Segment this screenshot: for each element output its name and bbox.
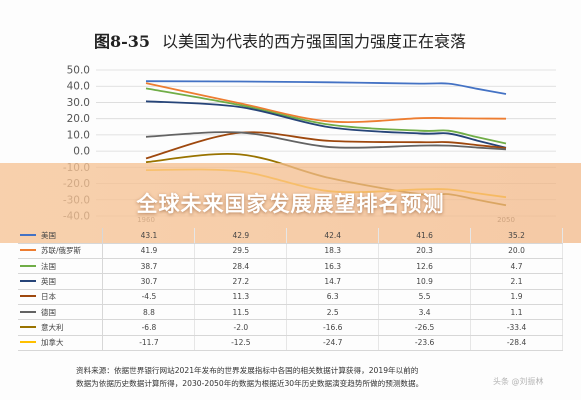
legend-swatch	[20, 280, 36, 283]
y-tick-label: 20.0	[67, 113, 90, 125]
table-cell: -16.6	[286, 319, 380, 336]
table-cell: 4.7	[470, 258, 563, 275]
legend-swatch	[20, 310, 36, 313]
table-cell: 2.5	[286, 304, 380, 321]
legend-swatch	[20, 295, 36, 298]
table-cell: 29.5	[194, 243, 288, 260]
table-cell: 27.2	[194, 273, 288, 290]
y-tick-label: 40.0	[67, 81, 90, 93]
legend-swatch	[20, 249, 36, 252]
table-cell: -28.4	[470, 335, 563, 351]
table-cell: 1.9	[470, 289, 563, 305]
country-name: 美国	[41, 230, 56, 240]
table-cell: 2.1	[470, 273, 563, 290]
series-line	[145, 100, 507, 149]
source-line-2: 数据为依据历史数据计算所得，2030-2050年的数据为根据近30年历史数据演变…	[76, 379, 424, 388]
table-cell: 12.6	[378, 258, 472, 275]
table-row: 日本 -4.5 11.3 6.3 5.5 1.9	[18, 289, 563, 305]
table-row: 英国 30.7 27.2 14.7 10.9 2.1	[18, 273, 563, 290]
row-label: 苏联/俄罗斯	[18, 243, 104, 260]
table-row: 美国 43.1 42.9 42.4 41.6 35.2	[18, 228, 563, 244]
table-cell: 18.3	[286, 243, 380, 260]
table-cell: -33.4	[470, 319, 563, 336]
table-cell: 42.4	[286, 228, 380, 244]
y-tick-label: 10.0	[67, 129, 90, 141]
country-name: 德国	[41, 307, 56, 317]
y-tick-label: 50.0	[67, 65, 90, 77]
table-cell: -23.6	[378, 335, 472, 351]
table-cell: 1.1	[470, 304, 563, 321]
table-row: 意大利 -6.8 -2.0 -16.6 -26.5 -33.4	[18, 319, 563, 336]
table-cell: -2.0	[194, 319, 288, 336]
y-tick-label: 0.0	[73, 146, 90, 158]
row-label: 英国	[18, 273, 104, 290]
country-name: 法国	[41, 261, 56, 271]
data-table: 美国 43.1 42.9 42.4 41.6 35.2 苏联/俄罗斯 41.9 29.5 18.3…	[18, 228, 563, 351]
table-row: 苏联/俄罗斯 41.9 29.5 18.3 20.3 20.0	[18, 243, 563, 260]
row-label: 日本	[18, 289, 104, 305]
row-label: 意大利	[18, 319, 104, 336]
legend-swatch	[20, 325, 36, 328]
table-cell: 43.1	[102, 228, 196, 244]
table-cell: 20.0	[470, 243, 563, 260]
row-label: 法国	[18, 258, 104, 275]
series-line	[145, 87, 507, 145]
country-name: 加拿大	[41, 338, 64, 348]
table-cell: 20.3	[378, 243, 472, 260]
series-line	[145, 80, 507, 95]
table-cell: 3.4	[378, 304, 472, 321]
table-cell: -4.5	[102, 289, 196, 305]
source-line-1: 资料来源：依据世界银行网站2021年发布的世界发展指标中各国的相关数据计算获得，…	[76, 366, 419, 375]
row-label: 德国	[18, 304, 104, 321]
table-cell: 6.3	[286, 289, 380, 305]
table-cell: 30.7	[102, 273, 196, 290]
table-cell: 10.9	[378, 273, 472, 290]
country-name: 英国	[41, 277, 56, 287]
table-row: 德国 8.8 11.5 2.5 3.4 1.1	[18, 304, 563, 321]
table-cell: 28.4	[194, 258, 288, 275]
y-tick-label: 30.0	[67, 97, 90, 109]
table-cell: 35.2	[470, 228, 563, 244]
table-cell: -11.7	[102, 335, 196, 351]
table-cell: 11.5	[194, 304, 288, 321]
country-name: 意大利	[41, 322, 64, 332]
legend-swatch	[20, 233, 36, 236]
table-cell: -24.7	[286, 335, 380, 351]
table-cell: 38.7	[102, 258, 196, 275]
title-text: 以美国为代表的西方强国国力强度正在衰落	[162, 32, 467, 51]
table-cell: 41.9	[102, 243, 196, 260]
legend-swatch	[20, 341, 36, 344]
table-cell: -12.5	[194, 335, 288, 351]
banner-text: 全球未来国家发展展望排名预测	[136, 192, 445, 216]
series-line	[145, 82, 507, 123]
table-cell: -6.8	[102, 319, 196, 336]
country-name: 日本	[41, 292, 56, 302]
table-row: 加拿大 -11.7 -12.5 -24.7 -23.6 -28.4	[18, 335, 563, 351]
table-cell: 5.5	[378, 289, 472, 305]
country-name: 苏联/俄罗斯	[41, 246, 82, 256]
table-cell: 14.7	[286, 273, 380, 290]
row-label: 加拿大	[18, 335, 104, 351]
table-cell: 41.6	[378, 228, 472, 244]
figure-number: 图8-35	[94, 32, 151, 51]
chart-title: 图8-35 以美国为代表的西方强国国力强度正在衰落	[94, 28, 466, 52]
legend-swatch	[20, 264, 36, 267]
series-line	[145, 131, 507, 151]
row-label: 美国	[18, 228, 104, 244]
table-cell: 8.8	[102, 304, 196, 321]
source-note: 资料来源：依据世界银行网站2021年发布的世界发展指标中各国的相关数据计算获得，…	[76, 364, 423, 390]
table-cell: -26.5	[378, 319, 472, 336]
watermark: 头条 @刘振林	[493, 377, 544, 386]
table-cell: 11.3	[194, 289, 288, 305]
table-cell: 16.3	[286, 258, 380, 275]
table-cell: 42.9	[194, 228, 288, 244]
table-row: 法国 38.7 28.4 16.3 12.6 4.7	[18, 258, 563, 275]
